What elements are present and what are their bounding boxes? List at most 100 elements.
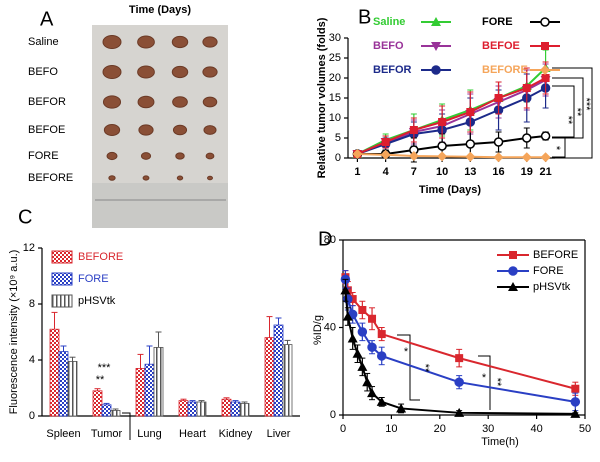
tumor	[142, 175, 150, 181]
tumor	[207, 175, 213, 181]
legend-label: Saline	[373, 16, 405, 28]
tumor	[172, 124, 188, 136]
bar	[135, 367, 146, 417]
legend-label: FORE	[78, 273, 109, 285]
y-axis-title: Relative tumor volumes (folds)	[316, 17, 328, 178]
chart: D Time(h) %ID/g 0 40 80 0 10 20 30 40 50 BEFORE FORE p…	[312, 228, 591, 448]
row-label: BEFOE	[28, 124, 65, 136]
marker	[571, 384, 580, 393]
bar	[221, 398, 232, 417]
marker	[376, 396, 387, 406]
tumor	[176, 175, 184, 181]
annotation: ***	[98, 362, 112, 374]
y-tick-label: 15	[329, 92, 341, 104]
marker	[342, 311, 353, 321]
legend-swatch	[51, 272, 73, 286]
marker	[381, 138, 390, 146]
y-tick-label: 0	[29, 410, 35, 422]
x-axis-title: Time(h)	[481, 436, 518, 448]
photo: A Time (Days)	[40, 4, 228, 228]
tumor	[108, 175, 116, 181]
marker	[454, 377, 464, 387]
tumor	[102, 95, 122, 109]
legend-label: pHSVtk	[533, 281, 571, 293]
marker	[352, 348, 363, 358]
bar	[110, 409, 121, 417]
chart: B Time (Days) Relative tumor volumes (fold…	[316, 6, 592, 196]
panel-label: C	[18, 206, 32, 228]
x-tick-label: 16	[492, 166, 504, 178]
x-tick-label: Heart	[179, 428, 206, 440]
marker	[493, 152, 504, 163]
marker	[465, 139, 476, 149]
marker	[540, 65, 550, 75]
bar	[230, 401, 241, 417]
marker	[570, 408, 581, 418]
tumor	[202, 66, 218, 78]
legend-label: BEFOR	[373, 64, 412, 76]
y-tick-label: 4	[29, 354, 35, 366]
marker	[509, 251, 517, 259]
x-tick-label: 21	[539, 166, 551, 178]
marker	[522, 133, 532, 143]
legend-label: BEFORE	[482, 64, 528, 76]
marker	[352, 149, 363, 159]
y-tick-label: 10	[329, 112, 341, 124]
panel-label: A	[40, 8, 54, 30]
x-tick-label: 20	[434, 423, 446, 435]
marker	[570, 397, 581, 407]
marker	[431, 17, 441, 26]
x-tick-label: 40	[530, 423, 542, 435]
annotation: **	[96, 374, 105, 386]
marker	[358, 306, 367, 314]
marker	[541, 42, 549, 50]
annotation: *	[482, 372, 487, 384]
bar	[196, 401, 207, 417]
y-tick-label: 80	[324, 234, 336, 246]
y-tick-label: 0	[335, 152, 341, 164]
x-tick-label: 1	[354, 166, 360, 178]
y-axis-title: %ID/g	[312, 315, 324, 345]
x-tick-label: 10	[385, 423, 397, 435]
x-tick-label: Tumor	[91, 428, 123, 440]
photo-title: Time (Days)	[129, 4, 191, 16]
bar	[264, 337, 275, 417]
legend-label: BEFOE	[482, 40, 520, 52]
tumor	[171, 65, 189, 79]
chart: C Fluorescence intensity (×10⁹ a.u.) 0 4 8 12…	[8, 206, 300, 440]
marker	[522, 84, 531, 92]
x-tick-label: 0	[340, 423, 346, 435]
marker	[437, 141, 447, 151]
row-label: BEFORE	[28, 172, 73, 184]
annotation: **	[571, 108, 583, 117]
marker	[521, 152, 532, 163]
x-tick-label: 13	[464, 166, 476, 178]
tumor	[171, 35, 189, 49]
legend-swatch	[51, 294, 73, 308]
marker	[431, 65, 441, 75]
marker	[409, 126, 418, 134]
x-tick-label: 30	[482, 423, 494, 435]
marker	[508, 266, 518, 276]
bar	[187, 401, 198, 417]
marker	[357, 327, 368, 337]
x-tick-label: Kidney	[219, 428, 253, 440]
bar	[101, 404, 112, 417]
annotation: **	[419, 364, 431, 373]
x-tick-label: 19	[521, 166, 533, 178]
bar	[178, 400, 189, 417]
marker	[455, 354, 464, 363]
marker	[348, 295, 357, 304]
marker	[466, 108, 475, 116]
marker	[362, 377, 373, 387]
y-tick-label: 20	[329, 72, 341, 84]
marker	[367, 388, 378, 398]
marker	[340, 285, 351, 295]
tumor	[205, 152, 215, 160]
marker	[376, 351, 387, 361]
row-label: Saline	[28, 36, 59, 48]
marker	[493, 137, 504, 147]
tumor	[175, 152, 185, 160]
y-tick-label: 8	[29, 298, 35, 310]
annotation: **	[562, 116, 574, 125]
